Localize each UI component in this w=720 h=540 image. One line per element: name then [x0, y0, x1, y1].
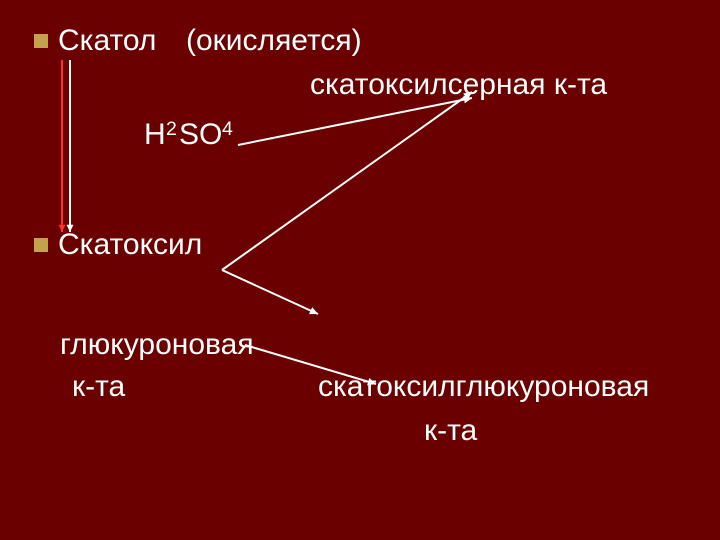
label-glucuronic2: к-та [72, 370, 125, 404]
label-h2so4-2: 2 [166, 118, 177, 141]
label-skatoksilgluc: скатоксилглюкуроновая [318, 370, 649, 404]
label-h2so4-SO: SO [179, 118, 222, 152]
label-kta2: к-та [424, 414, 477, 448]
label-skatol: Скатол [58, 24, 156, 58]
bullet-1 [34, 34, 48, 48]
bullet-2 [34, 238, 48, 252]
label-skatoksil: Скатоксил [58, 228, 202, 262]
label-h2so4-H: H [144, 118, 166, 152]
label-h2so4-4: 4 [222, 118, 233, 141]
label-glucuronic1: глюкуроновая [60, 328, 254, 362]
label-skatoksilsernaya: скатоксилсерная к-та [310, 68, 607, 102]
label-oxidized: (окисляется) [186, 24, 362, 58]
